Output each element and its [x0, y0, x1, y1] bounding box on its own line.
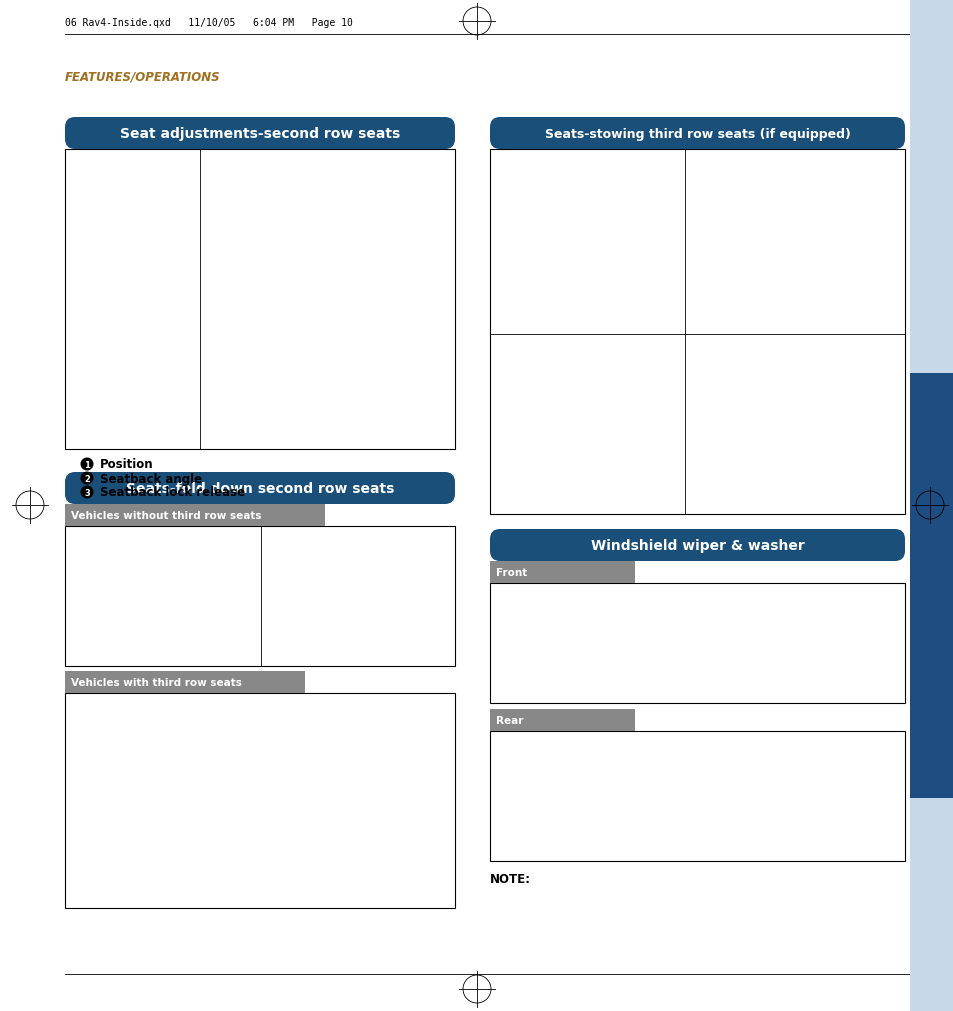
Bar — [66, 695, 454, 907]
Bar — [490, 150, 904, 515]
Bar — [909, 799, 953, 1011]
Text: FEATURES/OPERATIONS: FEATURES/OPERATIONS — [65, 70, 220, 83]
Bar — [491, 732, 903, 860]
Text: Seat adjustments-second row seats: Seat adjustments-second row seats — [120, 126, 399, 141]
Text: Seats-fold down second row seats: Seats-fold down second row seats — [126, 481, 394, 495]
Bar — [491, 584, 903, 703]
Text: Seats-stowing third row seats (if equipped): Seats-stowing third row seats (if equipp… — [544, 127, 849, 141]
Bar — [66, 151, 454, 449]
Bar — [65, 527, 455, 666]
Text: 2: 2 — [84, 474, 90, 483]
Text: Rear: Rear — [496, 716, 523, 725]
Circle shape — [80, 472, 93, 485]
Text: 3: 3 — [84, 488, 90, 497]
Text: Windshield wiper & washer: Windshield wiper & washer — [590, 539, 803, 552]
Bar — [66, 528, 454, 665]
Text: Vehicles with third row seats: Vehicles with third row seats — [71, 677, 242, 687]
Bar — [491, 151, 903, 514]
Bar — [490, 561, 635, 583]
Bar — [490, 731, 904, 861]
Bar — [490, 710, 635, 731]
FancyBboxPatch shape — [65, 472, 455, 504]
Bar — [65, 694, 455, 908]
Text: Seatback lock release: Seatback lock release — [100, 486, 245, 499]
Circle shape — [80, 458, 93, 471]
Text: 06 Rav4-Inside.qxd   11/10/05   6:04 PM   Page 10: 06 Rav4-Inside.qxd 11/10/05 6:04 PM Page… — [65, 18, 353, 28]
FancyBboxPatch shape — [490, 118, 904, 150]
Text: Seatback angle: Seatback angle — [100, 472, 202, 485]
Bar — [65, 504, 325, 527]
Circle shape — [80, 486, 93, 499]
Bar — [490, 583, 904, 704]
FancyBboxPatch shape — [490, 530, 904, 561]
FancyBboxPatch shape — [65, 118, 455, 150]
Text: Vehicles without third row seats: Vehicles without third row seats — [71, 511, 261, 521]
Bar — [65, 671, 305, 694]
Text: NOTE:: NOTE: — [490, 872, 531, 885]
Bar — [65, 150, 455, 450]
Text: 1: 1 — [84, 460, 90, 469]
Bar — [909, 374, 953, 799]
Bar — [909, 0, 953, 374]
Text: Position: Position — [100, 458, 153, 471]
Text: Front: Front — [496, 567, 527, 577]
